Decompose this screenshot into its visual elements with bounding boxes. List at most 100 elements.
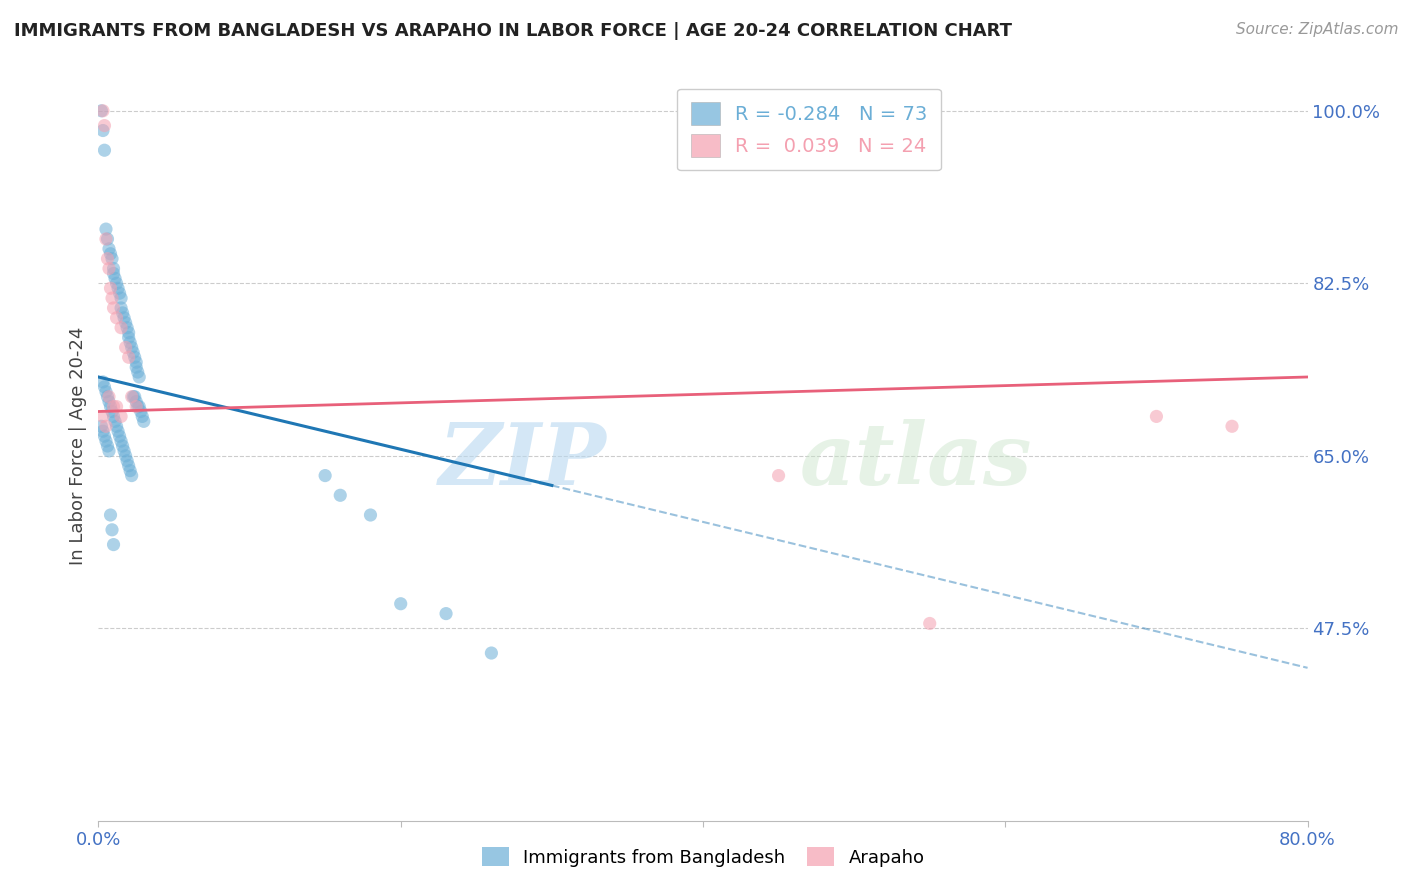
Point — [103, 409, 125, 424]
Point — [114, 316, 136, 330]
Point — [96, 252, 118, 266]
Point — [127, 365, 149, 379]
Point — [115, 320, 138, 334]
Point — [110, 409, 132, 424]
Legend: Immigrants from Bangladesh, Arapaho: Immigrants from Bangladesh, Arapaho — [474, 840, 932, 874]
Point — [107, 424, 129, 438]
Point — [112, 310, 135, 325]
Point — [121, 390, 143, 404]
Point — [129, 404, 152, 418]
Point — [103, 301, 125, 315]
Point — [101, 252, 124, 266]
Point — [110, 291, 132, 305]
Point — [118, 330, 141, 344]
Point — [100, 508, 122, 522]
Point — [105, 310, 128, 325]
Point — [94, 434, 117, 448]
Point — [90, 103, 112, 118]
Point — [98, 394, 121, 409]
Point — [918, 616, 941, 631]
Point — [114, 340, 136, 354]
Text: atlas: atlas — [800, 419, 1032, 503]
Point — [91, 424, 114, 438]
Point — [93, 429, 115, 443]
Point — [100, 400, 122, 414]
Point — [114, 449, 136, 463]
Point — [101, 404, 124, 418]
Point — [98, 261, 121, 276]
Y-axis label: In Labor Force | Age 20-24: In Labor Force | Age 20-24 — [69, 326, 87, 566]
Point — [128, 370, 150, 384]
Point — [100, 281, 122, 295]
Point — [103, 400, 125, 414]
Point — [122, 345, 145, 359]
Point — [111, 306, 134, 320]
Point — [94, 419, 117, 434]
Point — [127, 400, 149, 414]
Point — [94, 222, 117, 236]
Point — [121, 340, 143, 354]
Point — [104, 271, 127, 285]
Point — [107, 281, 129, 295]
Point — [93, 119, 115, 133]
Point — [90, 419, 112, 434]
Point — [124, 390, 146, 404]
Point — [111, 439, 134, 453]
Point — [100, 246, 122, 260]
Point — [360, 508, 382, 522]
Point — [98, 242, 121, 256]
Point — [103, 267, 125, 281]
Point — [108, 286, 131, 301]
Point — [125, 394, 148, 409]
Point — [132, 414, 155, 428]
Point — [91, 375, 114, 389]
Point — [329, 488, 352, 502]
Point — [91, 103, 114, 118]
Point — [122, 390, 145, 404]
Point — [103, 538, 125, 552]
Point — [110, 434, 132, 448]
Point — [96, 439, 118, 453]
Point — [105, 400, 128, 414]
Point — [112, 444, 135, 458]
Text: Source: ZipAtlas.com: Source: ZipAtlas.com — [1236, 22, 1399, 37]
Point — [1220, 419, 1243, 434]
Point — [98, 444, 121, 458]
Point — [481, 646, 503, 660]
Point — [91, 123, 114, 137]
Point — [98, 390, 121, 404]
Point — [93, 143, 115, 157]
Point — [120, 335, 142, 350]
Point — [101, 523, 124, 537]
Point — [108, 429, 131, 443]
Point — [115, 454, 138, 468]
Point — [125, 400, 148, 414]
Point — [1144, 409, 1167, 424]
Point — [124, 351, 146, 365]
Text: IMMIGRANTS FROM BANGLADESH VS ARAPAHO IN LABOR FORCE | AGE 20-24 CORRELATION CHA: IMMIGRANTS FROM BANGLADESH VS ARAPAHO IN… — [14, 22, 1012, 40]
Point — [121, 468, 143, 483]
Point — [389, 597, 412, 611]
Point — [96, 232, 118, 246]
Point — [434, 607, 457, 621]
Point — [110, 320, 132, 334]
Point — [314, 468, 336, 483]
Point — [94, 384, 117, 399]
Point — [101, 291, 124, 305]
Point — [120, 464, 142, 478]
Point — [125, 360, 148, 375]
Point — [125, 355, 148, 369]
Point — [93, 380, 115, 394]
Point — [96, 390, 118, 404]
Point — [104, 414, 127, 428]
Point — [105, 419, 128, 434]
Legend: R = -0.284   N = 73, R =  0.039   N = 24: R = -0.284 N = 73, R = 0.039 N = 24 — [676, 88, 941, 170]
Point — [118, 458, 141, 473]
Point — [118, 326, 141, 340]
Point — [91, 409, 114, 424]
Point — [128, 400, 150, 414]
Point — [94, 232, 117, 246]
Text: ZIP: ZIP — [439, 419, 606, 503]
Point — [103, 261, 125, 276]
Point — [118, 351, 141, 365]
